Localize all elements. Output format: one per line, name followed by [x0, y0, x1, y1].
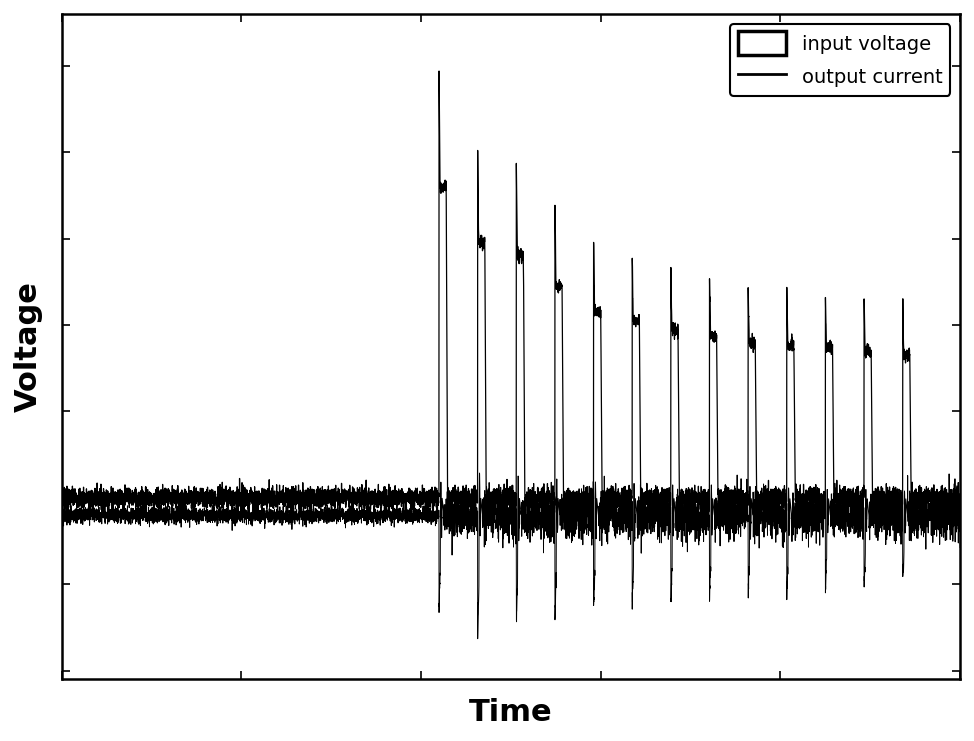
X-axis label: Time: Time: [469, 698, 552, 727]
Y-axis label: Voltage: Voltage: [14, 281, 43, 412]
Legend: input voltage, output current: input voltage, output current: [730, 24, 951, 96]
